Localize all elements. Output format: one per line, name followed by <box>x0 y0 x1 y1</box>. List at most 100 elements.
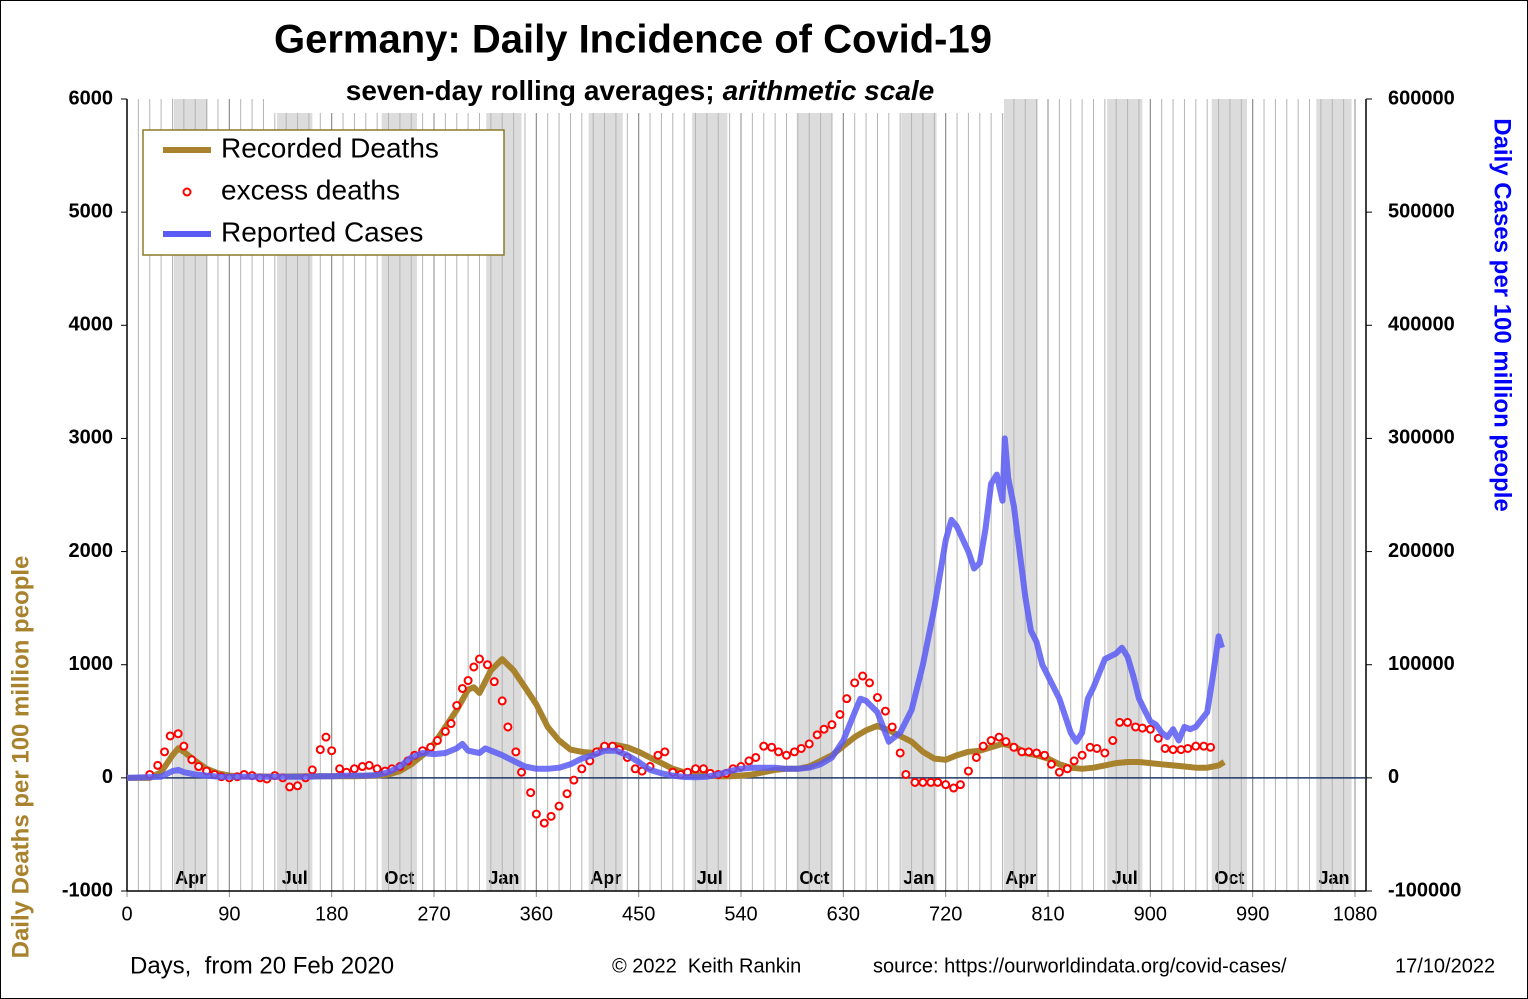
excess-death-point <box>474 654 484 664</box>
excess-death-point <box>691 764 701 774</box>
excess-death-point <box>511 747 521 757</box>
excess-death-point <box>660 747 670 757</box>
y-tick-label: -1000 <box>62 879 113 901</box>
excess-death-point <box>1145 724 1155 734</box>
excess-death-point <box>1032 748 1042 758</box>
excess-death-point <box>978 741 988 751</box>
excess-death-point <box>321 732 331 742</box>
excess-death-point <box>315 745 325 755</box>
excess-death-point <box>941 780 951 790</box>
excess-death-point <box>554 801 564 811</box>
x-tick-label: 900 <box>1134 903 1167 925</box>
excess-death-point <box>819 724 829 734</box>
excess-death-point <box>751 752 761 762</box>
y-tick-label: 4000 <box>69 314 114 336</box>
excess-death-point <box>1024 747 1034 757</box>
excess-death-point <box>1085 742 1095 752</box>
excess-death-point <box>774 747 784 757</box>
y2-tick-label: -100000 <box>1388 879 1461 901</box>
date: 17/10/2022 <box>1395 955 1495 977</box>
excess-death-point <box>842 694 852 704</box>
x-tick-label: 450 <box>622 903 655 925</box>
excess-death-point <box>880 706 890 716</box>
y2-tick-label: 600000 <box>1388 87 1455 109</box>
month-band <box>1107 99 1143 891</box>
excess-death-point <box>364 760 374 770</box>
excess-death-point <box>767 742 777 752</box>
x-tick-label: 90 <box>218 903 240 925</box>
excess-death-point <box>307 765 317 775</box>
x-tick-label: 360 <box>520 903 553 925</box>
excess-death-point <box>489 677 499 687</box>
y2-tick-label: 300000 <box>1388 427 1455 449</box>
excess-death-point <box>173 729 183 739</box>
series-line <box>126 435 1225 781</box>
month-label: Oct <box>799 868 829 888</box>
excess-death-point <box>744 756 754 766</box>
month-band <box>796 99 832 891</box>
credit: © 2022 Keith Rankin <box>612 955 801 977</box>
subtitle-part: seven-day rolling averages; <box>346 75 715 106</box>
excess-death-point <box>1062 764 1072 774</box>
excess-death-point <box>372 764 382 774</box>
excess-death-point <box>1001 737 1011 747</box>
excess-death-point <box>503 722 513 732</box>
month-label: Jul <box>697 868 723 888</box>
x-tick-label: 1080 <box>1333 903 1378 925</box>
excess-death-point <box>850 678 860 688</box>
excess-death-point <box>1108 736 1118 746</box>
excess-death-point <box>933 777 943 787</box>
excess-death-point <box>160 747 170 757</box>
y2-tick-label: 200000 <box>1388 540 1455 562</box>
excess-death-point <box>963 766 973 776</box>
excess-death-point <box>827 720 837 730</box>
excess-death-point <box>796 743 806 753</box>
excess-death-point <box>1092 743 1102 753</box>
y-tick-label: 2000 <box>69 540 114 562</box>
excess-death-point <box>1100 748 1110 758</box>
excess-death-point <box>165 731 175 741</box>
legend-label: excess deaths <box>221 174 400 205</box>
excess-death-point <box>482 660 492 670</box>
excess-death-point <box>452 700 462 710</box>
excess-death-point <box>457 683 467 693</box>
excess-death-point <box>994 732 1004 742</box>
month-label: Apr <box>1005 868 1036 888</box>
excess-death-point <box>153 760 163 770</box>
month-label: Apr <box>590 868 621 888</box>
excess-death-point <box>426 742 436 752</box>
excess-death-point <box>1137 723 1147 733</box>
subtitle: seven-day rolling averages; arithmetic sc… <box>346 75 935 106</box>
y-tick-label: 0 <box>102 766 113 788</box>
excess-death-point <box>955 780 965 790</box>
excess-death-point <box>1153 733 1163 743</box>
chart-title: Germany: Daily Incidence of Covid-19 <box>274 18 992 62</box>
excess-death-point <box>335 764 345 774</box>
excess-death-point <box>1160 743 1170 753</box>
excess-death-point <box>569 775 579 785</box>
excess-death-point <box>285 782 295 792</box>
excess-death-point <box>949 783 959 793</box>
excess-death-point <box>759 741 769 751</box>
month-band <box>692 99 728 891</box>
y2-tick-label: 100000 <box>1388 653 1455 675</box>
excess-death-point <box>546 811 556 821</box>
month-label: Oct <box>384 868 414 888</box>
excess-death-point <box>1199 741 1209 751</box>
excess-death-point <box>562 789 572 799</box>
y2-tick-label: 500000 <box>1388 200 1455 222</box>
month-label: Jan <box>488 868 519 888</box>
excess-death-point <box>781 750 791 760</box>
x-tick-label: 0 <box>121 903 132 925</box>
source: source: https://ourworldindata.org/covid… <box>873 955 1287 977</box>
excess-death-point <box>463 676 473 686</box>
excess-death-point <box>432 736 442 746</box>
subtitle-part: arithmetic scale <box>723 75 935 106</box>
excess-death-point <box>1115 717 1125 727</box>
month-label: Apr <box>175 868 206 888</box>
excess-death-point <box>1206 742 1216 752</box>
excess-death-point <box>698 764 708 774</box>
excess-death-point <box>187 755 197 765</box>
excess-death-point <box>789 747 799 757</box>
